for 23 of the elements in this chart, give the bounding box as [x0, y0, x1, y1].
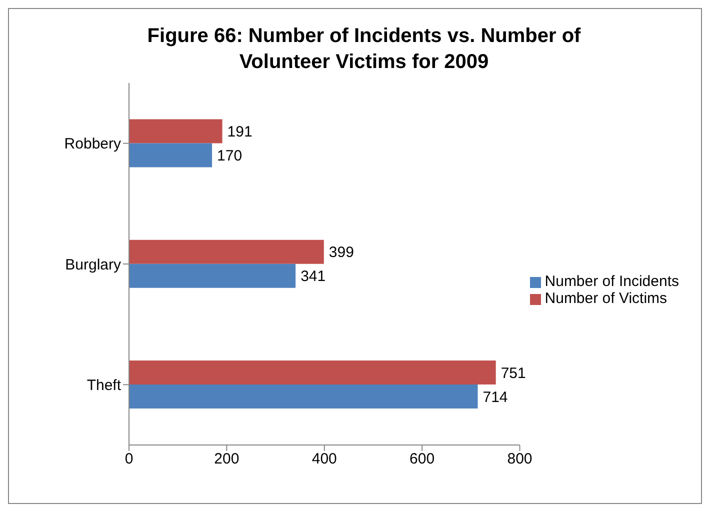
- legend-label: Number of Incidents: [544, 273, 679, 290]
- data-label: 191: [227, 124, 252, 141]
- y-tick-label: Burglary: [65, 256, 122, 274]
- legend-label: Number of Victims: [544, 290, 668, 307]
- data-label: 714: [482, 388, 508, 406]
- x-tick-label: 600: [410, 450, 435, 468]
- bar: [129, 384, 478, 409]
- y-tick-label: Robbery: [64, 136, 122, 153]
- data-label: 751: [500, 364, 526, 382]
- data-label: 170: [217, 148, 242, 165]
- bar: [129, 143, 212, 168]
- bar: [129, 264, 296, 288]
- bar: [129, 360, 496, 385]
- chart-title: Figure 66: Number of Incidents vs. Number of Volunteer Victims for 2009: [146, 24, 582, 75]
- bar: [129, 240, 324, 264]
- x-tick-label: 0: [124, 450, 134, 468]
- data-label: 341: [300, 268, 326, 286]
- bar: [129, 119, 222, 144]
- x-tick-label: 400: [312, 450, 337, 468]
- data-label: 399: [328, 244, 354, 262]
- y-tick-label: Theft: [86, 376, 122, 394]
- x-tick-label: 200: [214, 450, 240, 468]
- x-tick-label: 800: [507, 450, 532, 468]
